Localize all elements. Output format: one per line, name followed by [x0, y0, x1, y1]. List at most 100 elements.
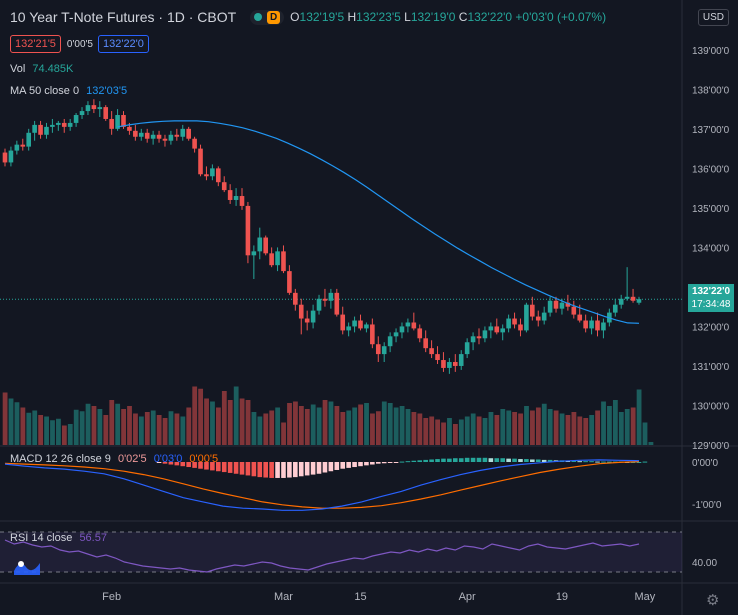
- candle-body: [553, 300, 559, 309]
- volume-bar: [636, 389, 642, 445]
- volume-bar: [38, 415, 44, 445]
- macd-histogram-bar: [316, 462, 322, 474]
- macd-histogram-bar: [524, 459, 529, 462]
- date-tick-label: Feb: [102, 591, 121, 603]
- candle-body: [67, 122, 73, 127]
- candle-body: [73, 115, 79, 123]
- volume-bar: [417, 413, 423, 445]
- volume-bar: [607, 406, 612, 445]
- sell-button[interactable]: 132'21'5: [10, 35, 61, 53]
- change-value: +0'03'0 (+0.07%): [515, 10, 607, 24]
- candle-body: [245, 205, 251, 256]
- candle-body: [103, 107, 109, 119]
- rsi-line: [4, 539, 640, 573]
- tradingview-logo-icon[interactable]: [12, 555, 42, 577]
- macd-histogram-bar: [636, 462, 642, 463]
- candle-body: [127, 126, 132, 131]
- volume-bar: [381, 401, 387, 445]
- market-status-dot-icon: [254, 13, 263, 21]
- volume-bar: [375, 411, 381, 445]
- volume-bar: [257, 416, 263, 445]
- macd-tick-label: -1'00'0: [692, 500, 722, 511]
- spread-value: 0'00'5: [66, 38, 93, 50]
- volume-bar: [429, 416, 435, 445]
- volume-bar: [589, 415, 595, 445]
- volume-bar: [221, 391, 227, 445]
- volume-bar: [458, 419, 464, 445]
- macd-histogram-bar: [352, 462, 357, 468]
- macd-histogram-bar: [192, 462, 197, 468]
- volume-bar: [133, 413, 138, 445]
- volume-bar: [204, 398, 209, 445]
- candle-body: [577, 314, 583, 321]
- price-tick-label: 132'00'0: [692, 322, 730, 333]
- volume-bar: [612, 400, 618, 445]
- volume-bar: [44, 416, 49, 445]
- volume-bar: [482, 418, 488, 445]
- candle-body: [204, 174, 209, 177]
- macd-histogram-bar: [186, 462, 191, 468]
- candle-body: [174, 134, 180, 137]
- candle-body: [571, 306, 577, 315]
- macd-histogram-bar: [216, 462, 221, 472]
- rsi-legend[interactable]: RSI 14 close 56.57: [10, 532, 107, 544]
- symbol-title[interactable]: 10 Year T-Note Futures · 1D · CBOT: [10, 9, 237, 25]
- candle-body: [340, 314, 346, 331]
- volume-bar: [50, 420, 55, 445]
- candle-body: [61, 122, 67, 127]
- volume-bar: [162, 418, 168, 445]
- macd-histogram-bar: [589, 461, 594, 463]
- volume-bar: [541, 403, 547, 445]
- volume-bar: [524, 406, 529, 445]
- macd-histogram-bar: [601, 461, 606, 463]
- ohlc-readout: O132'19'5 H132'23'5 L132'19'0 C132'22'0 …: [290, 10, 607, 24]
- volume-bar: [186, 407, 192, 445]
- candle-body: [488, 326, 494, 331]
- candle-body: [435, 354, 440, 361]
- trade-buttons: 132'21'5 0'00'5 132'22'0: [10, 35, 149, 53]
- macd-histogram-bar: [340, 462, 346, 469]
- macd-histogram-bar: [227, 462, 233, 473]
- candle-body: [399, 326, 405, 333]
- candle-body: [559, 302, 565, 309]
- candle-body: [251, 251, 257, 256]
- candle-body: [233, 196, 239, 200]
- macd-histogram-bar: [239, 462, 245, 475]
- candle-body: [91, 105, 97, 110]
- candle-body: [405, 322, 411, 327]
- ma-legend[interactable]: MA 50 close 0 132'03'5: [10, 85, 128, 97]
- macd-histogram-bar: [630, 462, 636, 463]
- candle-body: [109, 118, 114, 129]
- volume-bar: [275, 407, 281, 445]
- delayed-badge-icon: D: [267, 10, 281, 24]
- volume-bar: [85, 403, 91, 445]
- volume-bar: [127, 406, 132, 445]
- date-tick-label: Mar: [274, 591, 293, 603]
- volume-bar: [61, 425, 67, 445]
- gear-icon[interactable]: ⚙: [706, 592, 720, 609]
- buy-button[interactable]: 132'22'0: [97, 35, 149, 53]
- volume-legend[interactable]: Vol 74.485K: [10, 63, 74, 75]
- macd-legend[interactable]: MACD 12 26 close 9 0'02'5 0'03'0 0'00'5: [10, 453, 219, 465]
- candle-body: [79, 111, 85, 116]
- volume-bar: [500, 409, 506, 445]
- macd-histogram-bar: [494, 458, 500, 462]
- volume-bar: [67, 424, 73, 445]
- currency-button[interactable]: USD: [697, 9, 729, 26]
- candle-body: [589, 320, 594, 329]
- macd-histogram-bar: [583, 461, 588, 463]
- status-icons[interactable]: D: [250, 9, 285, 25]
- macd-histogram-bar: [221, 462, 227, 473]
- candle-body: [20, 144, 26, 147]
- candle-body: [470, 336, 476, 343]
- candle-body: [535, 316, 541, 321]
- macd-histogram-bar: [334, 462, 340, 470]
- candle-body: [192, 138, 197, 149]
- volume-bar: [150, 410, 156, 445]
- candle-body: [38, 124, 43, 135]
- volume-bar: [559, 413, 565, 445]
- volume-bar: [144, 412, 150, 445]
- macd-histogram-bar: [470, 457, 476, 462]
- macd-histogram-bar: [180, 462, 186, 467]
